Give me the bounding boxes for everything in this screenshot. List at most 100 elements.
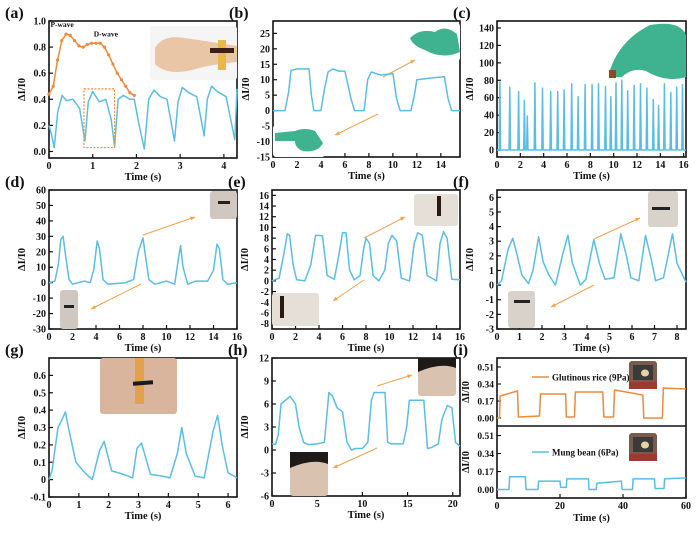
x-tick-label: 6 <box>226 500 231 511</box>
y-axis-label: ΔI/I0 <box>240 416 251 439</box>
x-tick-label: 6 <box>630 332 635 343</box>
y-tick-label: -20 <box>33 309 46 320</box>
panel-label: (h) <box>228 342 248 359</box>
series-line <box>48 411 238 481</box>
plot-frame <box>496 189 687 330</box>
x-tick-label: 2 <box>293 332 298 343</box>
inset-photo-elbow-straight <box>508 291 535 328</box>
x-tick-label: 0 <box>495 332 500 343</box>
data-point <box>124 84 128 88</box>
y-tick-label: 5 <box>489 207 494 218</box>
wrist-hand-shape <box>155 37 237 72</box>
x-tick-label: 4 <box>94 332 99 343</box>
data-point <box>55 58 60 62</box>
x-tick-label: 0 <box>47 500 52 511</box>
panel-label: (b) <box>229 5 249 22</box>
x-tick-label: 4 <box>585 332 590 343</box>
arrow <box>142 216 196 236</box>
arrow <box>376 374 413 387</box>
inset-photo-finger-tapping-photo <box>610 23 686 79</box>
y-tick-label: 0.8 <box>34 43 47 54</box>
y-tick-label: 0 <box>264 276 269 287</box>
y-tick-label: 0 <box>489 281 494 292</box>
x-tick-label: 14 <box>432 332 442 343</box>
y-axis-label: ΔI/I0 <box>17 416 28 439</box>
series-line <box>271 230 461 282</box>
panel-label: (c) <box>453 5 471 22</box>
x-tick-label: 14 <box>209 332 219 343</box>
x-tick-label: 8 <box>366 160 371 171</box>
x-tick-label: 3 <box>136 500 141 511</box>
y-tick-label: -15 <box>257 153 270 164</box>
x-tick-label: 10 <box>357 499 367 510</box>
x-tick-label: 0 <box>495 160 500 171</box>
x-tick-label: 8 <box>364 332 369 343</box>
sensor-device <box>132 380 154 386</box>
y-tick-label: 4 <box>489 222 494 233</box>
inset-photo-base <box>629 454 657 461</box>
y-tick-label: 6 <box>264 244 269 255</box>
x-axis-label: Time (s) <box>125 343 162 354</box>
y-axis-label: ΔI/I0 <box>240 248 251 271</box>
x-tick-label: 0 <box>47 332 52 343</box>
arrow <box>550 284 595 308</box>
y-tick-label: 20 <box>484 128 494 139</box>
arrow-head <box>91 305 96 309</box>
y-tick-label: 0.51 <box>477 432 494 442</box>
annotation-p-wave: P-wave <box>50 20 74 29</box>
x-tick-label: 12 <box>408 332 418 343</box>
y-tick-label: 5 <box>265 91 270 102</box>
data-point <box>60 38 64 43</box>
x-tick-label: 4 <box>166 500 171 511</box>
x-tick-label: 2 <box>294 160 299 171</box>
y-tick-label: 40 <box>36 216 46 227</box>
y-tick-label: -5 <box>262 122 270 133</box>
sensor-strip <box>135 358 144 404</box>
x-tick-label: 10 <box>609 160 619 171</box>
sensor-device <box>280 296 284 318</box>
x-tick-label: 5 <box>196 500 201 511</box>
data-point <box>68 33 72 37</box>
x-tick-label: 40 <box>618 501 628 512</box>
y-tick-label: 14 <box>259 202 269 213</box>
y-tick-label: 2 <box>489 251 494 262</box>
x-axis-label: Time (s) <box>348 510 385 521</box>
x-tick-label: 4 <box>541 160 546 171</box>
x-tick-label: 2 <box>134 161 139 172</box>
x-tick-label: 16 <box>455 332 465 343</box>
arrow <box>363 216 406 239</box>
arrow <box>90 283 142 310</box>
sensor-device <box>64 305 74 308</box>
series-line <box>497 79 686 151</box>
y-tick-label: 0.4 <box>34 95 47 106</box>
y-tick-label: 80 <box>484 76 494 87</box>
y-tick-label: -1 <box>486 295 494 306</box>
y-tick-label: 1 <box>489 266 494 277</box>
series-line <box>497 387 687 419</box>
inset-photo-base <box>629 382 657 389</box>
y-tick-label: -0.1 <box>30 493 46 504</box>
sensor-device <box>514 300 530 303</box>
x-tick-label: 4 <box>318 160 323 171</box>
x-tick-label: 1 <box>76 500 81 511</box>
x-tick-label: 0 <box>47 161 52 172</box>
sensor-device <box>210 48 234 53</box>
glove-straight-shape <box>275 129 323 152</box>
x-tick-label: 14 <box>655 160 665 171</box>
data-point <box>115 71 119 75</box>
data-point <box>119 78 124 82</box>
panel-f: (f) -3 -2 -1 0 1 2 3 4 5 6 0 1 2 3 4 5 6 7 8 Time (s) ΔI/I0 <box>453 174 687 354</box>
y-tick-label: 0 <box>41 475 46 486</box>
y-tick-label: 0.00 <box>477 486 494 496</box>
x-axis-label: Time (s) <box>573 171 610 182</box>
y-tick-label: -2 <box>261 287 269 298</box>
y-tick-label: 10 <box>260 75 270 86</box>
y-tick-label: -10 <box>33 294 46 305</box>
data-point <box>77 44 81 48</box>
panel-label: (e) <box>228 174 246 191</box>
y-tick-label: 0.1 <box>34 458 47 469</box>
y-tick-label: 0.34 <box>477 450 494 460</box>
y-tick-label: 0.17 <box>477 398 494 408</box>
